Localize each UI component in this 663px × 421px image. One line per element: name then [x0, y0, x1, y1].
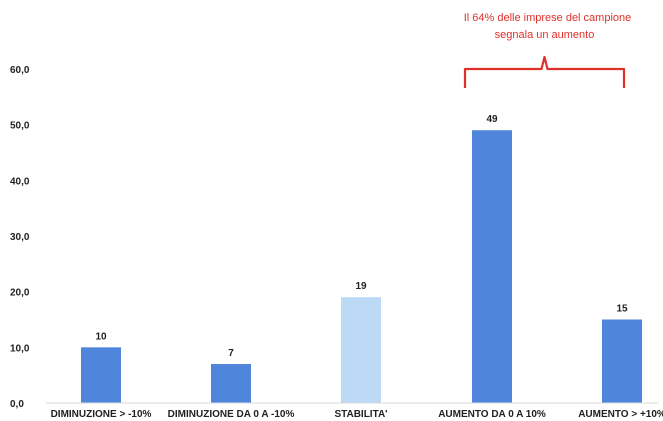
bar [211, 364, 251, 403]
x-category-label: DIMINUZIONE DA 0 A -10% [168, 409, 295, 420]
data-label: 19 [355, 281, 367, 292]
x-category-label: DIMINUZIONE > -10% [51, 409, 152, 420]
annotation-text-line-2: segnala un aumento [495, 29, 595, 41]
x-category-label: AUMENTO > +10% [578, 409, 663, 420]
data-label: 7 [228, 348, 234, 359]
data-label: 49 [486, 114, 498, 125]
y-axis: 0,0 10,0 20,0 30,0 40,0 50,0 60,0 [10, 65, 30, 410]
annotation: Il 64% delle imprese del campione segnal… [463, 12, 632, 88]
x-axis: DIMINUZIONE > -10% DIMINUZIONE DA 0 A -10… [46, 402, 663, 420]
annotation-text-line-1: Il 64% delle imprese del campione [464, 12, 632, 24]
bars: 10 7 19 49 15 [81, 114, 642, 403]
y-tick-label: 30,0 [10, 232, 30, 243]
bar [341, 297, 381, 403]
annotation-brace [463, 55, 626, 88]
y-tick-label: 20,0 [10, 288, 30, 299]
bar [81, 347, 121, 403]
y-tick-label: 40,0 [10, 176, 30, 187]
y-tick-label: 50,0 [10, 121, 30, 132]
y-tick-label: 10,0 [10, 343, 30, 354]
y-tick-label: 60,0 [10, 65, 30, 76]
x-category-label: AUMENTO DA 0 A 10% [438, 409, 546, 420]
y-tick-label: 0,0 [10, 399, 24, 410]
bar [602, 319, 642, 403]
bar [472, 130, 512, 403]
data-label: 10 [95, 331, 107, 342]
data-label: 15 [616, 304, 628, 315]
x-category-label: STABILITA' [334, 409, 387, 420]
